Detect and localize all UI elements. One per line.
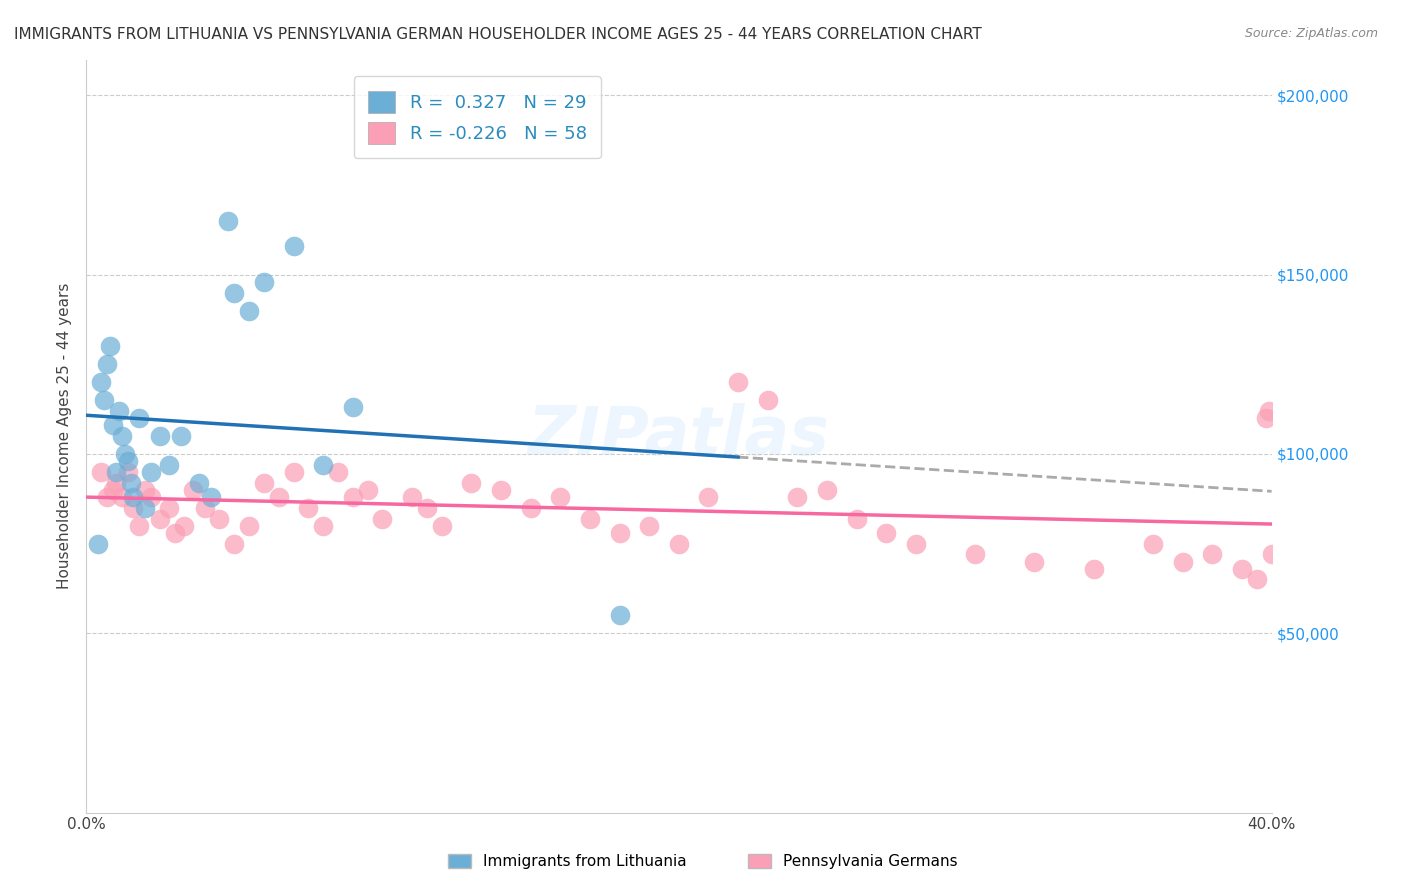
Point xyxy=(1083,562,1105,576)
Point xyxy=(253,275,276,289)
Point xyxy=(104,465,127,479)
Point xyxy=(638,518,661,533)
Point xyxy=(238,518,260,533)
Point xyxy=(107,404,129,418)
Point xyxy=(356,483,378,497)
Point xyxy=(98,339,121,353)
Point xyxy=(579,511,602,525)
Point xyxy=(93,393,115,408)
Point xyxy=(111,429,134,443)
Point xyxy=(609,525,631,540)
Point xyxy=(104,475,127,490)
Point xyxy=(200,490,222,504)
Point xyxy=(1230,562,1253,576)
Point xyxy=(904,536,927,550)
Point xyxy=(1142,536,1164,550)
Legend: R =  0.327   N = 29, R = -0.226   N = 58: R = 0.327 N = 29, R = -0.226 N = 58 xyxy=(353,76,600,158)
Point xyxy=(90,376,112,390)
Point xyxy=(149,511,172,525)
Point xyxy=(134,500,156,515)
Point xyxy=(401,490,423,504)
Point xyxy=(187,475,209,490)
Point xyxy=(163,525,186,540)
Point xyxy=(727,376,749,390)
Point xyxy=(326,465,349,479)
Point xyxy=(224,536,246,550)
Point xyxy=(1260,548,1282,562)
Text: IMMIGRANTS FROM LITHUANIA VS PENNSYLVANIA GERMAN HOUSEHOLDER INCOME AGES 25 - 44: IMMIGRANTS FROM LITHUANIA VS PENNSYLVANI… xyxy=(14,27,981,42)
Point xyxy=(371,511,394,525)
Point xyxy=(96,357,118,371)
Point xyxy=(297,500,319,515)
Point xyxy=(548,490,571,504)
Point xyxy=(416,500,439,515)
Point xyxy=(1171,555,1194,569)
Point xyxy=(965,548,987,562)
Point xyxy=(283,465,305,479)
Point xyxy=(122,490,145,504)
Point xyxy=(1024,555,1046,569)
Point xyxy=(122,500,145,515)
Point xyxy=(312,458,335,472)
Y-axis label: Householder Income Ages 25 - 44 years: Householder Income Ages 25 - 44 years xyxy=(58,283,72,590)
Point xyxy=(342,490,364,504)
Point xyxy=(111,490,134,504)
Point xyxy=(87,536,110,550)
Point xyxy=(101,483,124,497)
Point xyxy=(267,490,290,504)
Point xyxy=(756,393,779,408)
Point xyxy=(1246,573,1268,587)
Point xyxy=(128,518,150,533)
Point xyxy=(117,465,139,479)
Point xyxy=(117,454,139,468)
Point xyxy=(489,483,512,497)
Point xyxy=(90,465,112,479)
Point xyxy=(96,490,118,504)
Point xyxy=(342,401,364,415)
Point xyxy=(101,418,124,433)
Point xyxy=(609,608,631,623)
Point xyxy=(208,511,231,525)
Point xyxy=(157,500,180,515)
Point xyxy=(1254,411,1277,425)
Point xyxy=(845,511,868,525)
Point xyxy=(170,429,193,443)
Point xyxy=(460,475,482,490)
Point xyxy=(312,518,335,533)
Point xyxy=(128,411,150,425)
Legend: Immigrants from Lithuania, Pennsylvania Germans: Immigrants from Lithuania, Pennsylvania … xyxy=(441,848,965,875)
Point xyxy=(157,458,180,472)
Point xyxy=(238,303,260,318)
Point xyxy=(173,518,195,533)
Point xyxy=(120,475,142,490)
Point xyxy=(224,285,246,300)
Point xyxy=(283,239,305,253)
Point xyxy=(875,525,897,540)
Text: ZIPatlas: ZIPatlas xyxy=(527,403,830,469)
Point xyxy=(1257,404,1279,418)
Point xyxy=(253,475,276,490)
Point xyxy=(1201,548,1223,562)
Point xyxy=(786,490,808,504)
Point xyxy=(141,465,163,479)
Point xyxy=(114,447,136,461)
Point xyxy=(217,214,239,228)
Point xyxy=(815,483,838,497)
Point xyxy=(519,500,541,515)
Point xyxy=(149,429,172,443)
Point xyxy=(141,490,163,504)
Point xyxy=(194,500,217,515)
Point xyxy=(430,518,453,533)
Point xyxy=(668,536,690,550)
Point xyxy=(134,483,156,497)
Point xyxy=(181,483,204,497)
Point xyxy=(697,490,720,504)
Text: Source: ZipAtlas.com: Source: ZipAtlas.com xyxy=(1244,27,1378,40)
